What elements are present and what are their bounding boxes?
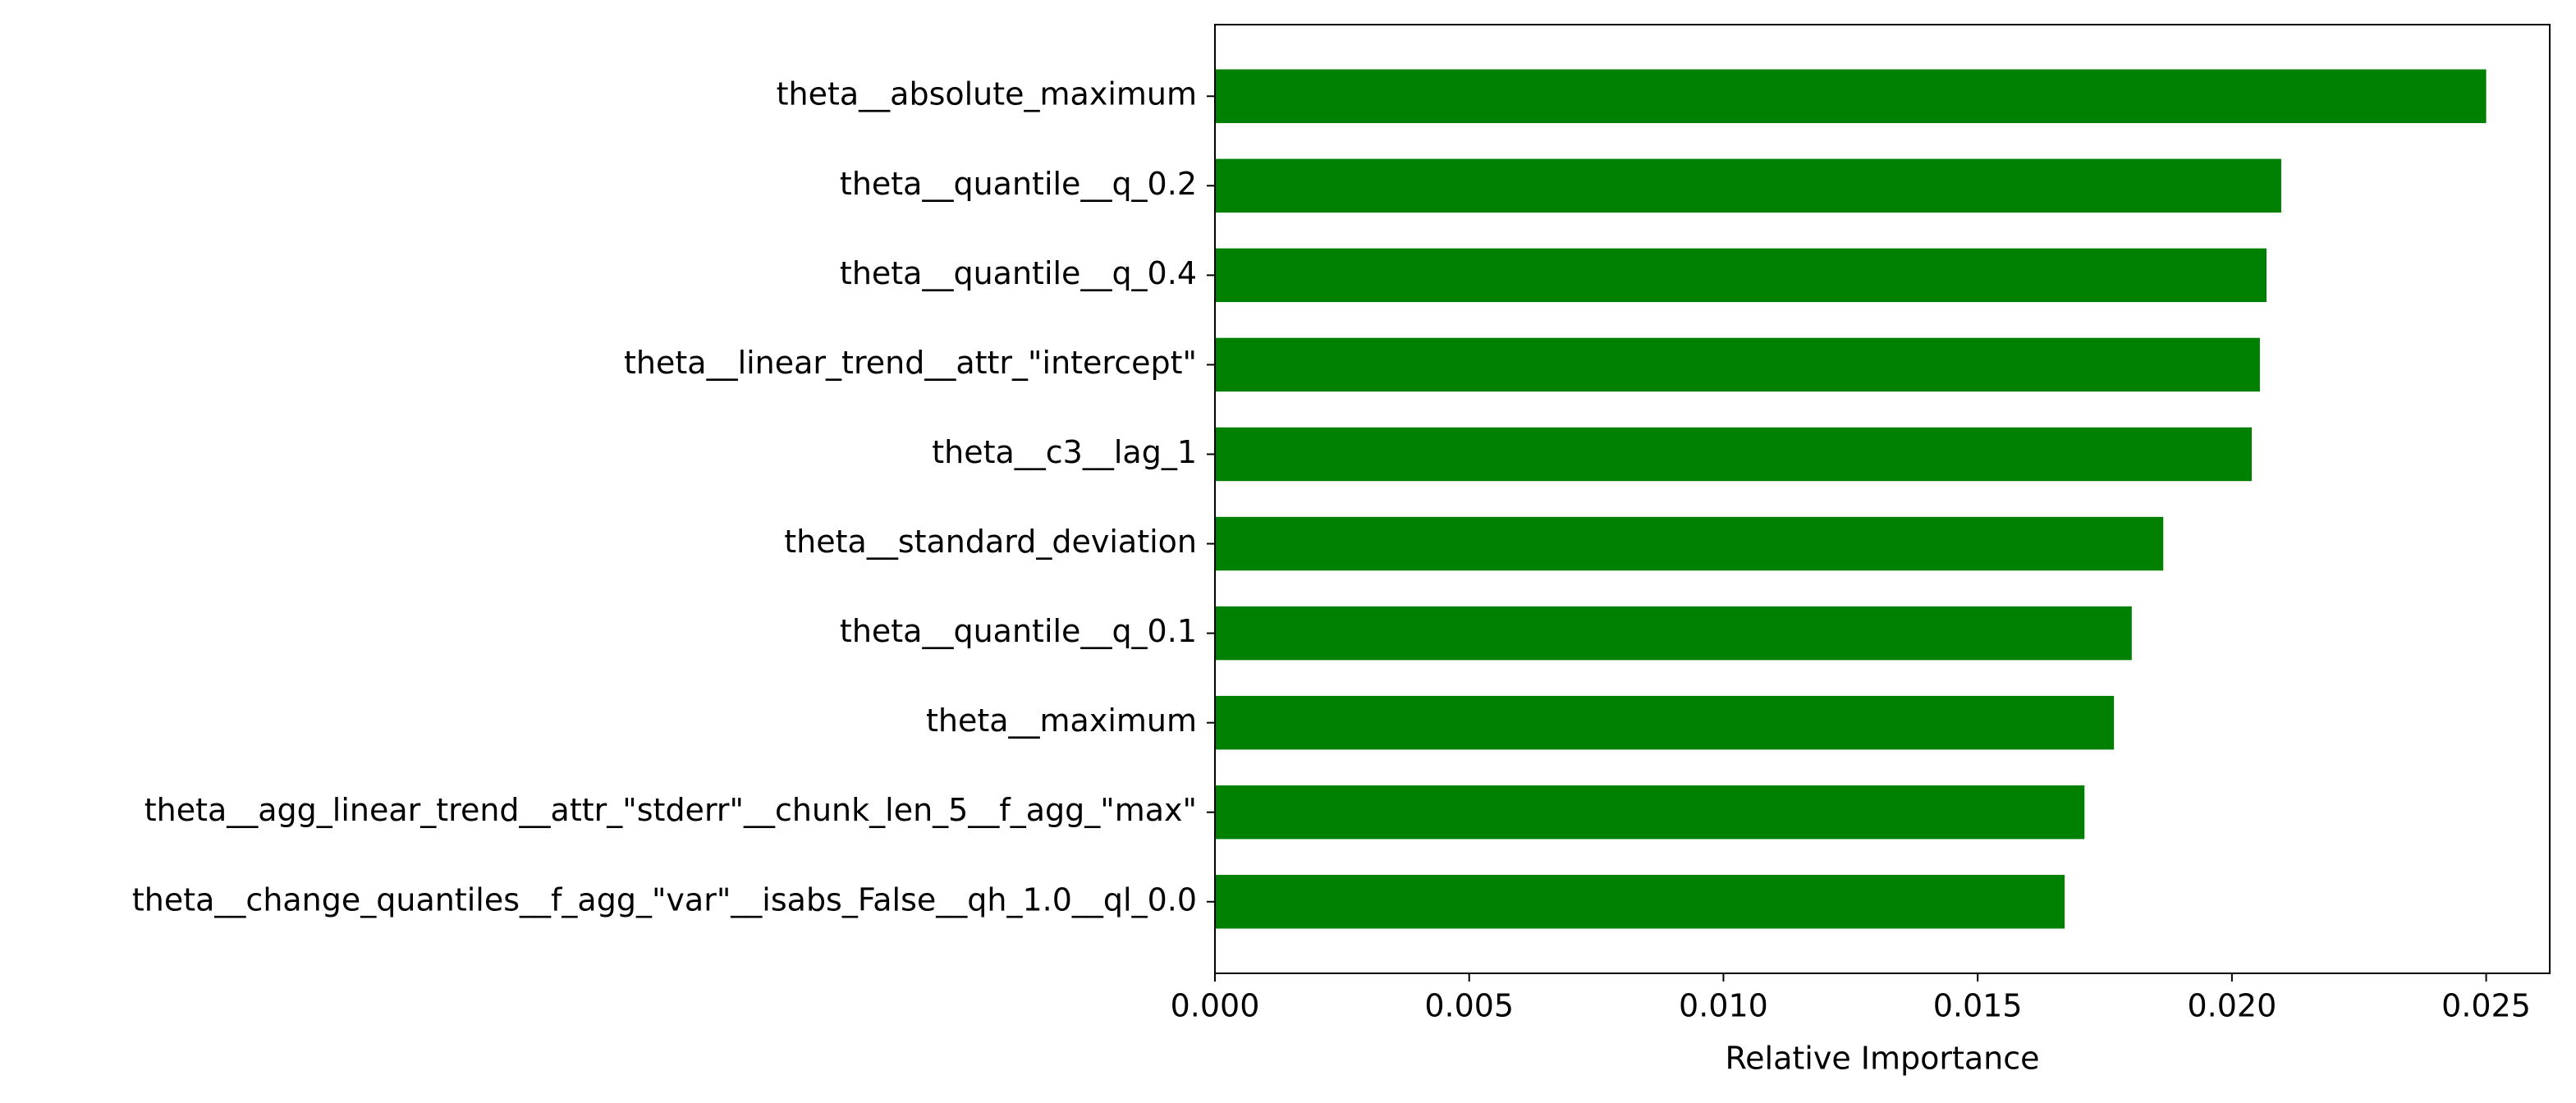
bar — [1215, 158, 2281, 213]
y-tick-label: theta__c3__lag_1 — [932, 434, 1197, 470]
bar — [1215, 606, 2132, 661]
x-tick-label: 0.005 — [1424, 988, 1514, 1024]
bar — [1215, 69, 2487, 123]
x-axis-label: Relative Importance — [1725, 1041, 2039, 1077]
x-tick-label: 0.000 — [1171, 988, 1260, 1024]
y-tick-label: theta__standard_deviation — [784, 524, 1197, 560]
x-tick-label: 0.025 — [2441, 988, 2531, 1024]
x-tick-label: 0.020 — [2187, 988, 2276, 1024]
bar — [1215, 785, 2085, 840]
bar — [1215, 427, 2253, 482]
bar — [1215, 516, 2164, 571]
x-tick-label: 0.015 — [1933, 988, 2023, 1024]
y-tick-label: theta__absolute_maximum — [777, 76, 1197, 112]
bar — [1215, 337, 2260, 392]
bar — [1215, 248, 2267, 303]
plot-frame — [1214, 24, 2551, 974]
y-tick-label: theta__quantile__q_0.4 — [840, 255, 1197, 291]
y-tick-label: theta__quantile__q_0.2 — [840, 166, 1197, 202]
x-tick-label: 0.010 — [1679, 988, 1768, 1024]
y-tick-label: theta__quantile__q_0.1 — [840, 613, 1197, 649]
y-tick-label: theta__agg_linear_trend__attr_"stderr"__… — [144, 792, 1197, 828]
bar — [1215, 695, 2115, 750]
y-tick-label: theta__linear_trend__attr_"intercept" — [624, 345, 1197, 381]
y-tick-label: theta__change_quantiles__f_agg_"var"__is… — [132, 881, 1197, 918]
y-tick-label: theta__maximum — [926, 703, 1197, 739]
bar — [1215, 875, 2065, 929]
